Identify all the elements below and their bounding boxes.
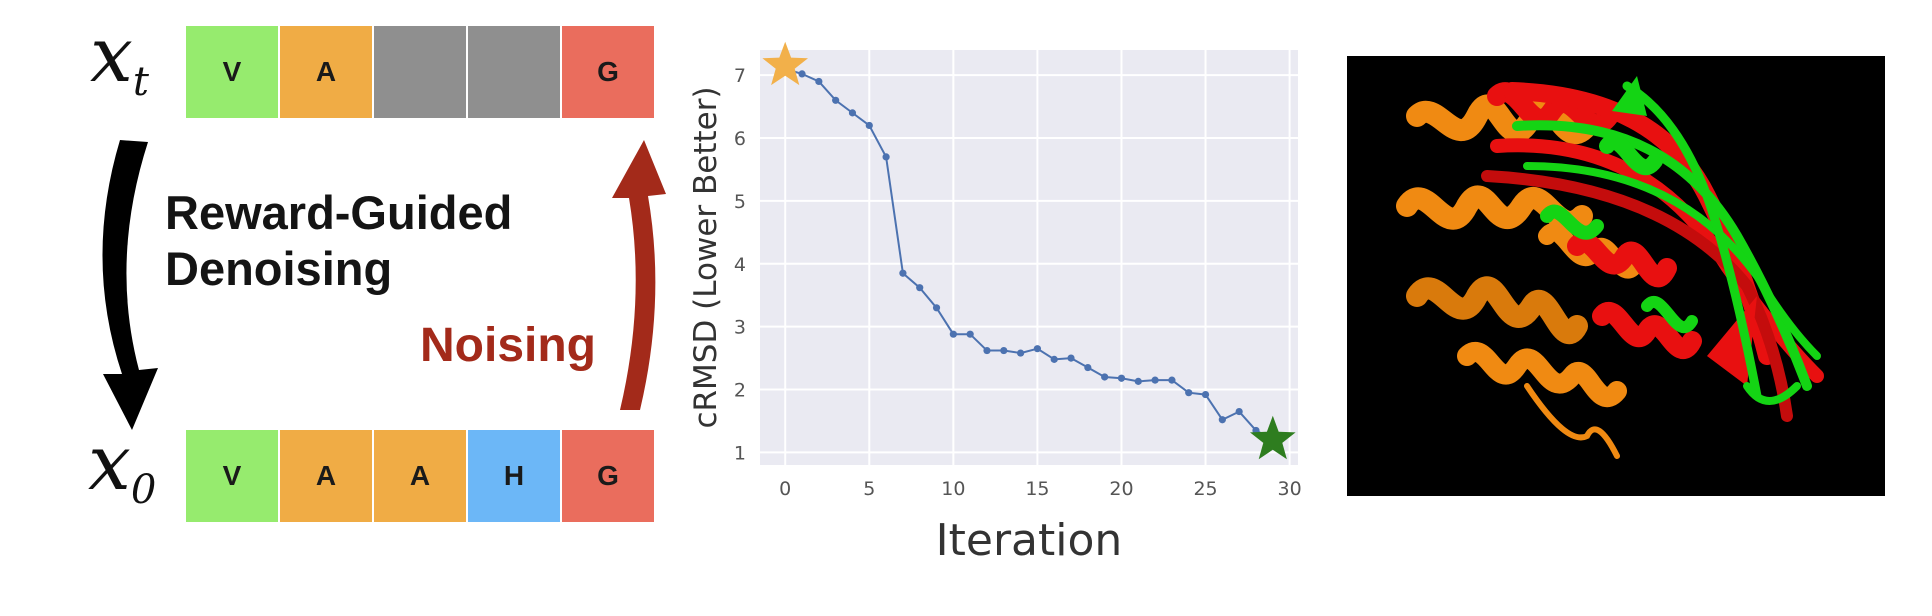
data-point bbox=[1067, 354, 1075, 362]
noise-arrow bbox=[612, 140, 666, 410]
y-tick-label: 3 bbox=[734, 317, 746, 339]
data-point bbox=[865, 121, 873, 130]
y-tick-label: 5 bbox=[734, 191, 746, 213]
data-point bbox=[1000, 346, 1008, 355]
xt-subscript: t bbox=[132, 59, 149, 105]
denoise-caption: Reward-Guided Denoising bbox=[165, 185, 512, 297]
xt-label: xt bbox=[90, 10, 149, 105]
x-tick-label: 30 bbox=[1278, 478, 1302, 500]
data-point bbox=[899, 269, 907, 277]
x0-subscript: 0 bbox=[130, 467, 157, 513]
y-tick-label: 6 bbox=[734, 128, 746, 150]
data-point bbox=[983, 346, 991, 355]
data-point bbox=[1185, 389, 1193, 397]
data-point bbox=[916, 284, 924, 292]
x-tick-label: 15 bbox=[1025, 478, 1049, 500]
denoise-arrow bbox=[102, 140, 158, 430]
data-point bbox=[815, 77, 823, 86]
clean-seq-cell-3: A bbox=[374, 430, 466, 522]
end-star-marker bbox=[1250, 415, 1296, 460]
plot-background bbox=[760, 50, 1298, 465]
x-tick-label: 20 bbox=[1109, 478, 1133, 500]
x-tick-label: 25 bbox=[1193, 478, 1217, 500]
process-arrows bbox=[102, 140, 666, 430]
x-tick-label: 0 bbox=[779, 478, 791, 500]
data-point bbox=[1235, 407, 1243, 416]
data-point bbox=[1101, 373, 1109, 381]
data-point bbox=[1016, 349, 1025, 357]
y-axis-label: cRMSD (Lower Better) bbox=[688, 86, 724, 428]
data-point bbox=[1033, 345, 1042, 353]
protein-overlay-render bbox=[1396, 76, 1824, 459]
clean-seq-cell-2: A bbox=[280, 430, 372, 522]
data-point bbox=[798, 70, 806, 78]
data-point bbox=[966, 330, 974, 338]
data-point bbox=[882, 153, 890, 161]
noisy-seq-cell-3 bbox=[374, 26, 466, 118]
data-point bbox=[1201, 390, 1210, 399]
x0-label: x0 bbox=[88, 418, 156, 513]
noisy-seq-cell-4 bbox=[468, 26, 560, 118]
data-point bbox=[932, 304, 941, 312]
data-point bbox=[949, 330, 957, 338]
x0-base: x bbox=[88, 418, 131, 507]
y-tick-label: 4 bbox=[734, 254, 746, 276]
data-point bbox=[832, 96, 840, 104]
noise-caption: Noising bbox=[420, 319, 596, 372]
noisy-seq-cell-5: G bbox=[562, 26, 654, 118]
x-axis-label: Iteration bbox=[936, 515, 1123, 566]
y-tick-label: 2 bbox=[734, 380, 746, 402]
x-tick-label: 10 bbox=[941, 478, 965, 500]
data-point bbox=[1117, 374, 1126, 382]
clean-seq-cell-5: G bbox=[562, 430, 654, 522]
start-star-marker bbox=[762, 41, 808, 86]
y-tick-label: 7 bbox=[734, 65, 746, 87]
data-point bbox=[1218, 416, 1226, 424]
data-point bbox=[1151, 376, 1159, 384]
data-point bbox=[1134, 377, 1142, 385]
tick-labels: 0 5 10 15 20 25 30 1 2 3 4 5 6 7 bbox=[734, 65, 1302, 500]
xt-base: x bbox=[90, 10, 133, 99]
star-markers bbox=[762, 41, 1296, 460]
denoise-caption-line2: Denoising bbox=[165, 242, 393, 295]
green-structure bbox=[1512, 76, 1821, 405]
clean-seq-cell-1: V bbox=[186, 430, 278, 522]
data-point bbox=[1168, 376, 1176, 384]
denoise-caption-line1: Reward-Guided bbox=[165, 186, 513, 239]
y-tick-label: 1 bbox=[734, 442, 746, 464]
noisy-seq-cell-1: V bbox=[186, 26, 278, 118]
data-point bbox=[848, 109, 857, 117]
data-point bbox=[1050, 355, 1058, 363]
crmsd-chart: 0 5 10 15 20 25 30 1 2 3 4 5 6 7 Iteration cRMSD (Low… bbox=[682, 0, 1342, 616]
protein-structure-image bbox=[1347, 56, 1885, 496]
noisy-seq-cell-2: A bbox=[280, 26, 372, 118]
chart-canvas: 0 5 10 15 20 25 30 1 2 3 4 5 6 7 Iteration cRMSD (Low… bbox=[688, 41, 1302, 566]
x-tick-label: 5 bbox=[863, 478, 875, 500]
clean-seq-cell-4: H bbox=[468, 430, 560, 522]
data-point bbox=[1084, 363, 1092, 372]
